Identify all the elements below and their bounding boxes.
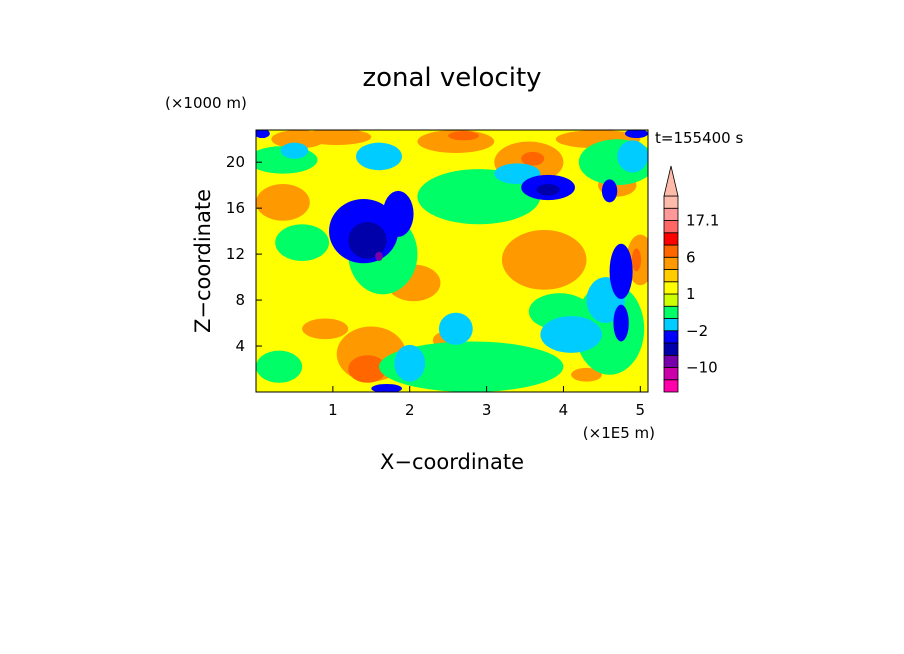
contour-plot-area: [256, 130, 648, 392]
colorbar-level-12: [663, 232, 679, 246]
y-tick-label-0: 4: [235, 337, 245, 355]
contour-region-0: [256, 184, 310, 221]
contour-region-14: [348, 355, 387, 383]
colorbar-level-8: [663, 281, 679, 295]
colorbar-label-3: −2: [686, 322, 708, 340]
x-axis-ticks: 1 2 3 4 5: [328, 386, 645, 419]
y-axis-title: Z−coordinate: [191, 189, 215, 333]
contour-region-15: [448, 131, 479, 141]
contour-region-28: [355, 142, 403, 171]
x-tick-label-4: 5: [636, 401, 646, 419]
colorbar-level-3: [663, 342, 679, 356]
contour-region-6: [501, 229, 587, 290]
contour-region-16: [521, 151, 545, 166]
contour-region-2: [302, 130, 372, 145]
contour-region-25: [256, 350, 303, 383]
x-axis-title: X−coordinate: [380, 450, 524, 474]
colorbar-level-0: [663, 379, 679, 393]
colorbar-level-2: [663, 354, 679, 368]
contour-region-11: [571, 367, 602, 382]
colorbar-arrow: [663, 165, 679, 197]
colorbar: 17.1 6 1 −2 −10: [663, 165, 719, 393]
x-tick-label-2: 3: [482, 401, 492, 419]
colorbar-level-15: [663, 195, 679, 209]
y-axis-unit: (×1000 m): [165, 94, 247, 112]
contour-region-17: [631, 248, 642, 272]
colorbar-level-5: [663, 318, 679, 332]
contour-region-36: [382, 190, 414, 237]
x-axis-unit: (×1E5 m): [583, 424, 655, 442]
x-tick-label-0: 1: [328, 401, 338, 419]
colorbar-level-14: [663, 207, 679, 221]
time-label: t=155400 s: [655, 129, 743, 147]
contour-region-42: [371, 383, 403, 392]
y-tick-label-3: 16: [226, 199, 245, 217]
colorbar-label-2: 1: [686, 285, 696, 303]
y-tick-label-4: 20: [226, 153, 245, 171]
contour-region-45: [536, 184, 560, 196]
contour-region-19: [275, 224, 330, 261]
x-tick-label-1: 2: [405, 401, 415, 419]
colorbar-level-4: [663, 330, 679, 344]
contour-region-43: [613, 304, 629, 342]
contour-region-30: [540, 316, 602, 353]
contour-region-27: [280, 142, 309, 159]
colorbar-level-6: [663, 305, 679, 319]
contour-region-40: [256, 130, 270, 139]
colorbar-level-11: [663, 244, 679, 258]
contour-region-46: [375, 251, 383, 261]
contour-region-38: [609, 243, 633, 299]
contour-region-9: [302, 318, 349, 340]
colorbar-label-4: −10: [686, 359, 718, 377]
plot-frame: [255, 129, 649, 393]
contour-region-34: [617, 140, 648, 173]
colorbar-label-1: 6: [686, 248, 696, 266]
contour-region-22: [378, 341, 564, 392]
colorbar-level-9: [663, 269, 679, 283]
x-tick-label-3: 4: [559, 401, 569, 419]
chart-title: zonal velocity: [362, 63, 541, 93]
contour-regions: [256, 130, 648, 392]
y-tick-label-1: 8: [235, 291, 245, 309]
colorbar-level-1: [663, 367, 679, 381]
y-axis-ticks: 4 8 12 16 20: [226, 153, 262, 355]
contour-region-41: [624, 130, 648, 139]
contour-region-33: [394, 344, 426, 382]
colorbar-level-13: [663, 220, 679, 234]
y-tick-label-2: 12: [226, 245, 245, 263]
contour-region-44: [348, 221, 387, 259]
colorbar-level-10: [663, 256, 679, 270]
contour-region-39: [601, 179, 618, 203]
contour-region-29: [438, 312, 473, 345]
colorbar-label-0: 17.1: [686, 212, 719, 230]
colorbar-level-7: [663, 293, 679, 307]
